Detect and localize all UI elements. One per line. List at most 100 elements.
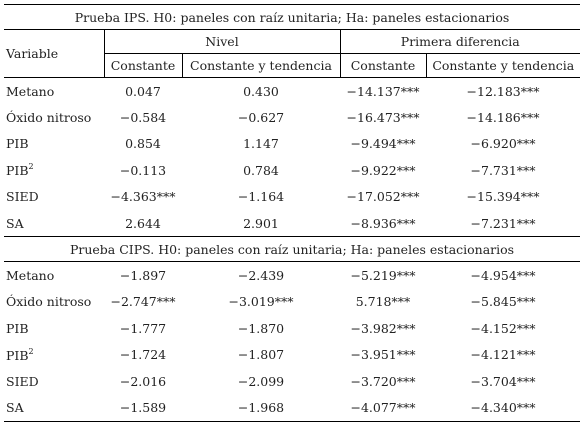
variable-cell: Metano — [4, 78, 104, 105]
col-header-constante-tendencia-nivel: Constante y tendencia — [181, 53, 340, 78]
value-cell: −1.777 — [119, 320, 167, 336]
table-row: Metano 0.047 0.430 −14.137*** −12.183*** — [4, 78, 580, 105]
value-cell: −7.231*** — [426, 209, 581, 238]
table-row: PIB2 −1.724 −1.807 −3.951*** −4.121*** — [4, 342, 580, 368]
value-cell: −14.186*** — [466, 110, 540, 126]
variable-label: PIB — [6, 347, 29, 363]
value-cell: 2.644 — [104, 209, 182, 238]
panel-cips-body: Metano −1.897 −2.439 −5.219*** −4.954*** Óxid… — [4, 262, 581, 422]
value-cell: −0.113 — [119, 162, 167, 178]
variable-header: Variable — [4, 29, 104, 78]
value-cell: −3.951*** — [350, 347, 416, 363]
value-cell: −1.807 — [237, 347, 285, 363]
value-cell: 5.718*** — [355, 294, 411, 310]
unit-root-table: Prueba IPS. H0: paneles con raíz unitari… — [4, 4, 581, 422]
variable-label: SIED — [6, 373, 39, 389]
value-cell: −15.394*** — [466, 189, 540, 205]
value-cell: −2.439 — [237, 268, 285, 284]
panel-title-row: Prueba CIPS. H0: paneles con raíz unitar… — [4, 236, 581, 263]
table-row: SIED −2.016 −2.099 −3.720*** −3.704*** — [4, 368, 580, 394]
value-cell: −3.982*** — [350, 320, 416, 336]
value-cell: −4.152*** — [470, 320, 536, 336]
value-cell: −3.019*** — [228, 294, 294, 310]
table-row: Metano −1.897 −2.439 −5.219*** −4.954*** — [4, 262, 580, 289]
col-header-constante-tendencia-diferencia: Constante y tendencia — [425, 53, 581, 78]
value-cell: −9.922*** — [350, 162, 416, 178]
header-row-groups: Variable Nivel Primera diferencia — [4, 29, 581, 78]
panel-title-cips: Prueba CIPS. H0: paneles con raíz unitar… — [4, 236, 581, 263]
value-cell: −4.363*** — [110, 189, 176, 205]
variable-cell: PIB — [4, 315, 104, 341]
value-cell: −2.099 — [237, 373, 285, 389]
panel-title-row: Prueba IPS. H0: paneles con raíz unitari… — [4, 4, 581, 30]
variable-label: Metano — [6, 268, 55, 284]
value-cell: −4.954*** — [470, 268, 536, 284]
variable-cell: PIB2 — [4, 342, 104, 368]
variable-cell: Óxido nitroso — [4, 104, 104, 130]
value-cell: −7.731*** — [470, 162, 536, 178]
variable-cell: SIED — [4, 184, 104, 210]
variable-cell: Metano — [4, 262, 104, 289]
table-row: SA 2.644 2.901 −8.936*** −7.231*** — [4, 209, 581, 238]
value-cell: 1.147 — [243, 136, 279, 152]
value-cell: −5.845*** — [470, 294, 536, 310]
table-row: SIED −4.363*** −1.164 −17.052*** −15.394*** — [4, 184, 580, 210]
variable-cell: SA — [4, 209, 104, 238]
value-cell: −1.724 — [119, 347, 167, 363]
variable-label: Metano — [6, 83, 55, 99]
superscript-exponent: 2 — [28, 162, 34, 172]
variable-cell: SA — [4, 394, 104, 422]
value-cell: 2.901 — [182, 209, 340, 238]
variable-label: PIB — [6, 163, 29, 179]
value-cell: −1.164 — [237, 189, 285, 205]
variable-label: Óxido nitroso — [6, 294, 92, 310]
table-row: Óxido nitroso −2.747*** −3.019*** 5.718*** −… — [4, 289, 580, 315]
value-cell: −14.137*** — [346, 83, 420, 99]
value-cell: −4.340*** — [426, 394, 581, 422]
panel-ips-body: Metano 0.047 0.430 −14.137*** −12.183*** Óxid… — [4, 78, 581, 238]
col-header-constante-nivel: Constante — [103, 53, 182, 78]
value-cell: −3.720*** — [350, 373, 416, 389]
value-cell: −1.897 — [119, 268, 167, 284]
panel-title-ips: Prueba IPS. H0: paneles con raíz unitari… — [4, 4, 581, 30]
variable-cell: PIB2 — [4, 157, 104, 183]
value-cell: −1.968 — [182, 394, 340, 422]
value-cell: −17.052*** — [346, 189, 420, 205]
value-cell: 0.430 — [243, 83, 279, 99]
variable-label: SA — [6, 215, 24, 231]
value-cell: −16.473*** — [346, 110, 420, 126]
variable-label: SIED — [6, 189, 39, 205]
variable-label: PIB — [6, 320, 29, 336]
value-cell: −4.077*** — [340, 394, 426, 422]
primera-diferencia-header: Primera diferencia — [339, 29, 581, 54]
table-row: PIB 0.854 1.147 −9.494*** −6.920*** — [4, 131, 580, 157]
table-row: PIB −1.777 −1.870 −3.982*** −4.152*** — [4, 315, 580, 341]
col-header-constante-diferencia: Constante — [339, 53, 426, 78]
value-cell: −1.870 — [237, 320, 285, 336]
value-cell: −8.936*** — [340, 209, 426, 238]
value-cell: −0.627 — [237, 110, 285, 126]
unit-root-table-container: Prueba IPS. H0: paneles con raíz unitari… — [4, 4, 581, 422]
value-cell: −9.494*** — [350, 136, 416, 152]
value-cell: −5.219*** — [350, 268, 416, 284]
variable-label: SA — [6, 399, 24, 415]
value-cell: −0.584 — [119, 110, 167, 126]
table-row: SA −1.589 −1.968 −4.077*** −4.340*** — [4, 394, 581, 422]
variable-cell: SIED — [4, 368, 104, 394]
value-cell: −1.589 — [104, 394, 182, 422]
value-cell: 0.854 — [125, 136, 161, 152]
variable-label: PIB — [6, 136, 29, 152]
value-cell: −4.121*** — [470, 347, 536, 363]
header-row-columns: Constante Constante y tendencia Constant… — [4, 53, 581, 78]
table-row: Óxido nitroso −0.584 −0.627 −16.473*** −14.1… — [4, 104, 580, 130]
value-cell: 0.784 — [243, 162, 279, 178]
nivel-header: Nivel — [103, 29, 340, 54]
value-cell: 0.047 — [125, 83, 161, 99]
value-cell: −2.016 — [119, 373, 167, 389]
value-cell: −2.747*** — [110, 294, 176, 310]
variable-cell: Óxido nitroso — [4, 289, 104, 315]
value-cell: −6.920*** — [470, 136, 536, 152]
superscript-exponent: 2 — [28, 346, 34, 356]
value-cell: −12.183*** — [466, 83, 540, 99]
table-row: PIB2 −0.113 0.784 −9.922*** −7.731*** — [4, 157, 580, 183]
